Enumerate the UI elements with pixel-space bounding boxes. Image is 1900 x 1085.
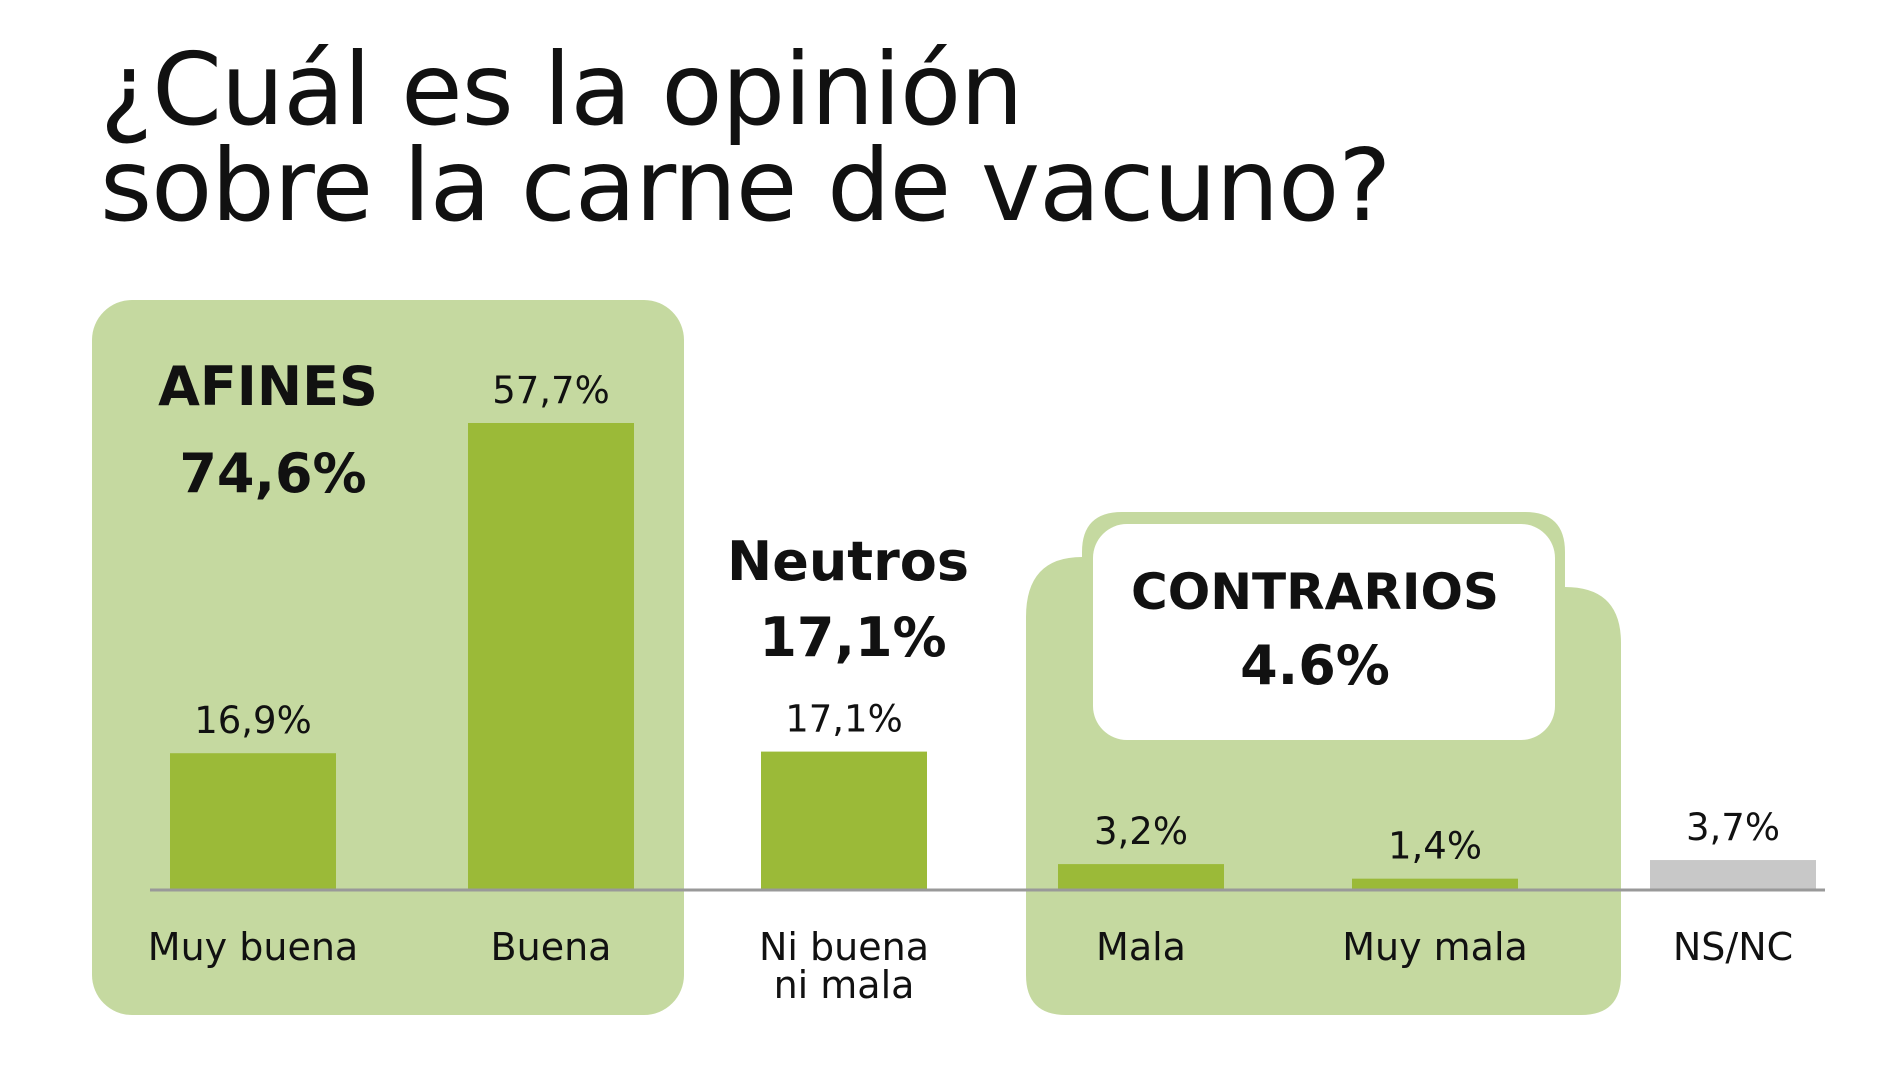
value-label-1: 57,7% — [492, 369, 610, 412]
bar-1 — [468, 423, 634, 890]
group-contrarios-label: CONTRARIOS — [1131, 563, 1499, 621]
value-label-4: 1,4% — [1388, 825, 1482, 868]
group-neutros-value: 17,1% — [759, 606, 946, 669]
category-label-1: Buena — [491, 925, 612, 969]
category-label-2-line-2: ni mala — [774, 963, 915, 1007]
group-neutros-label: Neutros — [727, 530, 969, 593]
title-line-1: ¿Cuál es la opinión — [100, 31, 1024, 148]
category-label-4: Muy mala — [1342, 925, 1528, 969]
category-label-3: Mala — [1096, 925, 1186, 969]
category-label-5: NS/NC — [1673, 925, 1793, 969]
value-label-0: 16,9% — [194, 699, 312, 742]
bar-4 — [1352, 878, 1518, 890]
category-label-0: Muy buena — [148, 925, 358, 969]
category-label-2: Ni buena — [759, 925, 929, 969]
value-label-2: 17,1% — [785, 698, 903, 741]
bar-0 — [170, 753, 336, 890]
bar-2 — [761, 751, 927, 890]
value-label-5: 3,7% — [1686, 806, 1780, 849]
bar-3 — [1058, 864, 1224, 890]
group-contrarios-value: 4.6% — [1240, 634, 1390, 697]
group-contrarios-box — [1093, 524, 1555, 740]
bar-5 — [1650, 860, 1816, 890]
group-afines-label: AFINES — [158, 355, 378, 418]
group-afines-value: 74,6% — [179, 442, 366, 505]
chart-title: ¿Cuál es la opinión sobre la carne de va… — [100, 40, 1391, 236]
title-line-2: sobre la carne de vacuno? — [100, 127, 1391, 244]
value-label-3: 3,2% — [1094, 810, 1188, 853]
